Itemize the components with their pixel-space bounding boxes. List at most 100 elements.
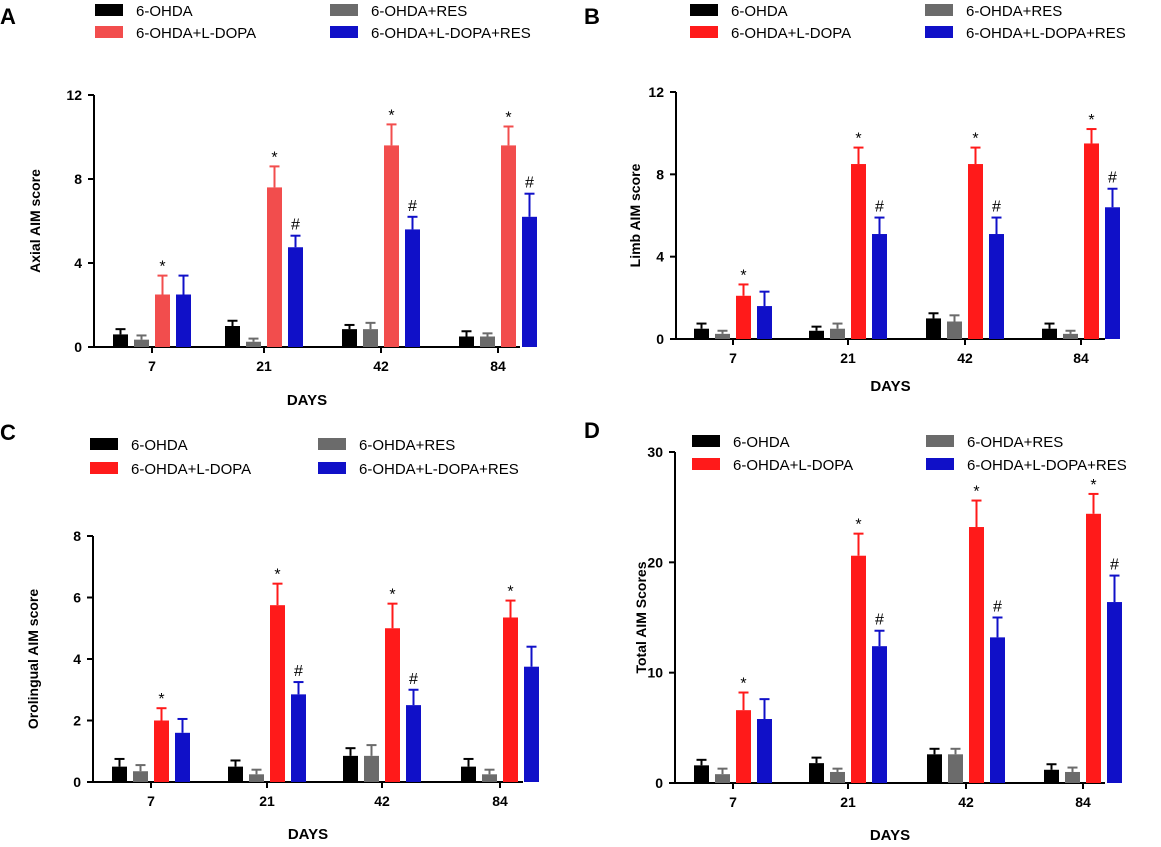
bar (461, 766, 476, 782)
bar (134, 339, 149, 347)
bar (482, 774, 497, 782)
bar (270, 605, 285, 782)
bar (155, 294, 170, 347)
bar (989, 234, 1004, 339)
legend-label: 6-OHDA+L-DOPA+RES (371, 25, 531, 42)
bar (363, 329, 378, 347)
y-axis-label: Limb AIM score (627, 163, 643, 267)
significance-hash: # (875, 612, 884, 629)
legend-item: 6-OHDA+RES (318, 437, 455, 454)
x-tick-label: 42 (957, 350, 973, 366)
x-tick-label: 7 (729, 350, 737, 366)
bar (830, 771, 845, 783)
y-tick-label: 2 (73, 713, 81, 729)
significance-asterisk: * (1090, 477, 1096, 494)
significance-asterisk: * (158, 691, 164, 708)
legend-item: 6-OHDA+L-DOPA+RES (330, 25, 531, 42)
bar (228, 766, 243, 782)
legend-item: 6-OHDA+RES (926, 434, 1063, 451)
bar (947, 321, 962, 339)
legend-swatch (690, 26, 718, 38)
legend-item: 6-OHDA+L-DOPA+RES (318, 461, 519, 478)
bar (694, 328, 709, 339)
bar (524, 666, 539, 782)
panel-label: C (0, 420, 16, 445)
bar (715, 333, 730, 339)
legend-item: 6-OHDA+L-DOPA+RES (925, 25, 1126, 42)
significance-asterisk: * (159, 259, 165, 276)
significance-hash: # (1110, 557, 1119, 574)
bar (267, 187, 282, 347)
y-tick-label: 8 (656, 166, 664, 182)
y-tick-label: 0 (655, 775, 663, 791)
significance-asterisk: * (507, 584, 513, 601)
bar (291, 694, 306, 782)
x-tick-label: 84 (1073, 350, 1089, 366)
legend-label: 6-OHDA+RES (966, 3, 1062, 20)
significance-asterisk: * (855, 131, 861, 148)
x-tick-label: 42 (958, 794, 974, 810)
legend-label: 6-OHDA+RES (967, 434, 1063, 451)
significance-asterisk: * (388, 107, 394, 124)
bar (288, 247, 303, 347)
significance-hash: # (294, 663, 303, 680)
bar (736, 295, 751, 339)
bar (480, 336, 495, 347)
y-tick-label: 8 (74, 171, 82, 187)
y-tick-label: 0 (656, 331, 664, 347)
panel-label: D (584, 418, 600, 443)
legend-swatch (330, 4, 358, 16)
bar (851, 164, 866, 339)
bar (405, 229, 420, 347)
significance-hash: # (291, 217, 300, 234)
significance-hash: # (409, 671, 418, 688)
bar (176, 294, 191, 347)
bar (406, 705, 421, 782)
x-tick-label: 7 (147, 793, 155, 809)
significance-asterisk: * (1088, 112, 1094, 129)
y-tick-label: 12 (66, 87, 82, 103)
legend-item: 6-OHDA+RES (330, 3, 467, 20)
bar (459, 336, 474, 347)
x-axis-label: DAYS (287, 392, 327, 409)
x-tick-label: 7 (148, 358, 156, 374)
x-axis-label: DAYS (288, 826, 328, 843)
legend-swatch (330, 26, 358, 38)
y-tick-label: 0 (74, 339, 82, 355)
x-tick-label: 84 (490, 358, 506, 374)
bar (736, 710, 751, 783)
x-tick-label: 7 (729, 794, 737, 810)
legend-label: 6-OHDA+RES (371, 3, 467, 20)
significance-hash: # (875, 199, 884, 216)
bar (1086, 513, 1101, 783)
significance-asterisk: * (855, 517, 861, 534)
significance-asterisk: * (274, 567, 280, 584)
panel-B: B 6-OHDA 6-OHDA+L-DOPA 6-OHDA+RES 6-OHDA+L-D… (584, 3, 1126, 395)
significance-hash: # (525, 175, 534, 192)
bar (809, 763, 824, 783)
legend-swatch (318, 462, 346, 474)
legend-item: 6-OHDA (90, 437, 188, 454)
bar (342, 329, 357, 347)
bar (1107, 602, 1122, 783)
bar (948, 754, 963, 783)
x-tick-label: 21 (840, 794, 856, 810)
bar (926, 318, 941, 339)
bar (246, 341, 261, 347)
legend-label: 6-OHDA+L-DOPA+RES (967, 457, 1127, 474)
significance-hash: # (993, 599, 1002, 616)
legend-label: 6-OHDA+L-DOPA (136, 25, 256, 42)
legend-swatch (692, 458, 720, 470)
bar (503, 617, 518, 782)
bar (927, 754, 942, 783)
y-tick-label: 0 (73, 774, 81, 790)
significance-asterisk: * (389, 587, 395, 604)
bar (343, 755, 358, 782)
bar (249, 774, 264, 782)
legend-label: 6-OHDA+L-DOPA+RES (966, 25, 1126, 42)
significance-asterisk: * (271, 149, 277, 166)
bar (757, 719, 772, 783)
y-tick-label: 10 (647, 665, 663, 681)
legend-item: 6-OHDA+L-DOPA+RES (926, 457, 1127, 474)
